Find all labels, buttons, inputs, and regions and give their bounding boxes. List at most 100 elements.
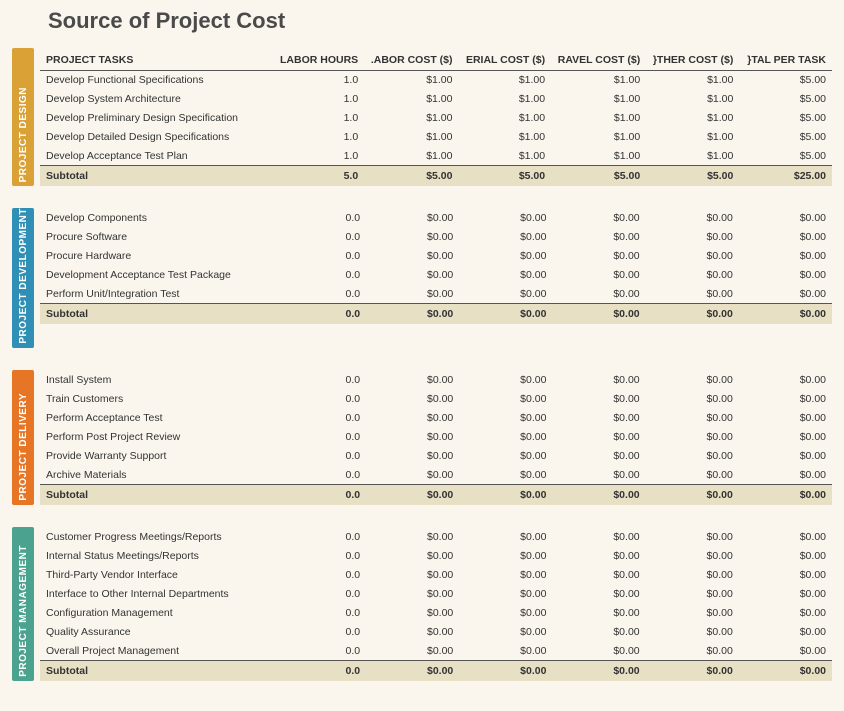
table-row: Develop Detailed Design Specifications1.…	[40, 128, 832, 147]
cell-hours: 0.0	[273, 427, 366, 446]
table-row: Third-Party Vendor Interface0.0$0.00$0.0…	[40, 565, 832, 584]
section-project-delivery: PROJECT DELIVERY Install System0.0$0.00$0…	[12, 370, 832, 505]
column-header: RAVEL COST ($)	[551, 48, 646, 71]
cell-total: $0.00	[739, 408, 832, 427]
subtotal-travel: $0.00	[552, 304, 645, 325]
cell-total: $0.00	[739, 266, 832, 285]
subtotal-hours: 0.0	[273, 660, 366, 681]
cell-task: Train Customers	[40, 389, 273, 408]
cell-labor: $0.00	[366, 408, 459, 427]
cell-other: $0.00	[646, 209, 739, 228]
cell-other: $0.00	[646, 527, 739, 546]
cell-material: $0.00	[459, 641, 552, 660]
subtotal-row: Subtotal0.0$0.00$0.00$0.00$0.00$0.00	[40, 484, 832, 505]
cell-other: $0.00	[646, 285, 739, 304]
cell-hours: 0.0	[273, 228, 366, 247]
cell-task: Perform Post Project Review	[40, 427, 273, 446]
section-table-wrap: Install System0.0$0.00$0.00$0.00$0.00$0.…	[40, 370, 832, 505]
subtotal-label: Subtotal	[40, 660, 273, 681]
cell-travel: $1.00	[551, 147, 646, 166]
section-label-project-delivery: PROJECT DELIVERY	[12, 370, 34, 505]
cell-labor: $0.00	[366, 584, 459, 603]
section-label-text: PROJECT DESIGN	[18, 87, 29, 182]
cell-travel: $0.00	[552, 465, 645, 484]
subtotal-label: Subtotal	[40, 484, 273, 505]
cell-task: Customer Progress Meetings/Reports	[40, 527, 273, 546]
cell-other: $0.00	[646, 465, 739, 484]
cell-total: $0.00	[739, 247, 832, 266]
table-row: Develop Acceptance Test Plan1.0$1.00$1.0…	[40, 147, 832, 166]
cell-hours: 0.0	[273, 641, 366, 660]
table-row: Internal Status Meetings/Reports0.0$0.00…	[40, 546, 832, 565]
table-row: Perform Acceptance Test0.0$0.00$0.00$0.0…	[40, 408, 832, 427]
subtotal-total: $0.00	[739, 304, 832, 325]
table-row: Configuration Management0.0$0.00$0.00$0.…	[40, 603, 832, 622]
cell-material: $0.00	[459, 285, 552, 304]
cell-other: $0.00	[646, 247, 739, 266]
section-label-text: PROJECT DEVELOPMENT	[18, 208, 29, 344]
cell-hours: 1.0	[272, 71, 365, 90]
cell-task: Configuration Management	[40, 603, 273, 622]
cell-task: Develop System Architecture	[40, 90, 272, 109]
subtotal-travel: $0.00	[552, 660, 645, 681]
cell-total: $0.00	[739, 603, 832, 622]
cell-travel: $0.00	[552, 209, 645, 228]
cell-labor: $0.00	[366, 641, 459, 660]
cost-table: Develop Components0.0$0.00$0.00$0.00$0.0…	[40, 208, 832, 324]
table-header-row: PROJECT TASKSLABOR HOURS.ABOR COST ($)ER…	[40, 48, 832, 71]
table-row: Provide Warranty Support0.0$0.00$0.00$0.…	[40, 446, 832, 465]
cell-hours: 0.0	[273, 266, 366, 285]
cell-hours: 1.0	[272, 90, 365, 109]
cell-other: $1.00	[646, 128, 739, 147]
cell-total: $0.00	[739, 209, 832, 228]
cell-travel: $0.00	[552, 427, 645, 446]
cell-task: Quality Assurance	[40, 622, 273, 641]
cell-material: $0.00	[459, 389, 552, 408]
cell-total: $0.00	[739, 641, 832, 660]
cell-other: $0.00	[646, 603, 739, 622]
cell-total: $5.00	[739, 90, 832, 109]
cell-task: Third-Party Vendor Interface	[40, 565, 273, 584]
cell-travel: $0.00	[552, 641, 645, 660]
cell-hours: 0.0	[273, 465, 366, 484]
cell-labor: $0.00	[366, 228, 459, 247]
subtotal-total: $0.00	[739, 484, 832, 505]
cell-material: $0.00	[459, 228, 552, 247]
cell-travel: $1.00	[551, 128, 646, 147]
cell-travel: $0.00	[552, 228, 645, 247]
cell-hours: 1.0	[272, 147, 365, 166]
cell-task: Develop Preliminary Design Specification	[40, 109, 272, 128]
column-header: LABOR HOURS	[272, 48, 365, 71]
cell-material: $1.00	[458, 71, 551, 90]
cell-other: $1.00	[646, 90, 739, 109]
cell-total: $0.00	[739, 565, 832, 584]
cell-hours: 0.0	[273, 389, 366, 408]
cell-task: Develop Functional Specifications	[40, 71, 272, 90]
cell-hours: 0.0	[273, 408, 366, 427]
subtotal-labor: $0.00	[366, 304, 459, 325]
sections-container: PROJECT DESIGN PROJECT TASKSLABOR HOURS.A…	[12, 48, 832, 681]
cell-material: $0.00	[459, 622, 552, 641]
cell-task: Develop Components	[40, 209, 273, 228]
cell-other: $0.00	[646, 584, 739, 603]
cell-other: $0.00	[646, 228, 739, 247]
cell-travel: $0.00	[552, 285, 645, 304]
cell-other: $0.00	[646, 408, 739, 427]
column-header: .ABOR COST ($)	[364, 48, 458, 71]
subtotal-total: $25.00	[739, 166, 832, 187]
cell-labor: $0.00	[366, 389, 459, 408]
cell-material: $0.00	[459, 446, 552, 465]
table-row: Quality Assurance0.0$0.00$0.00$0.00$0.00…	[40, 622, 832, 641]
cell-hours: 1.0	[272, 109, 365, 128]
cell-material: $0.00	[459, 565, 552, 584]
cell-hours: 0.0	[273, 527, 366, 546]
cell-other: $0.00	[646, 266, 739, 285]
cell-task: Develop Acceptance Test Plan	[40, 147, 272, 166]
cell-total: $0.00	[739, 389, 832, 408]
cell-hours: 0.0	[273, 546, 366, 565]
cell-labor: $0.00	[366, 266, 459, 285]
cell-task: Archive Materials	[40, 465, 273, 484]
cell-task: Provide Warranty Support	[40, 446, 273, 465]
table-row: Procure Software0.0$0.00$0.00$0.00$0.00$…	[40, 228, 832, 247]
cell-labor: $0.00	[366, 427, 459, 446]
